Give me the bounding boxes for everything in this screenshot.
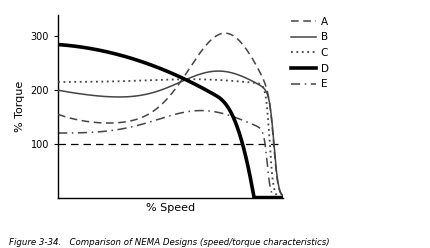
Y-axis label: % Torque: % Torque xyxy=(15,81,25,132)
X-axis label: % Speed: % Speed xyxy=(146,203,195,213)
Text: Figure 3-34.   Comparison of NEMA Designs (speed/torque characteristics): Figure 3-34. Comparison of NEMA Designs … xyxy=(9,238,329,247)
Legend: A, B, C, D, E: A, B, C, D, E xyxy=(290,17,328,90)
